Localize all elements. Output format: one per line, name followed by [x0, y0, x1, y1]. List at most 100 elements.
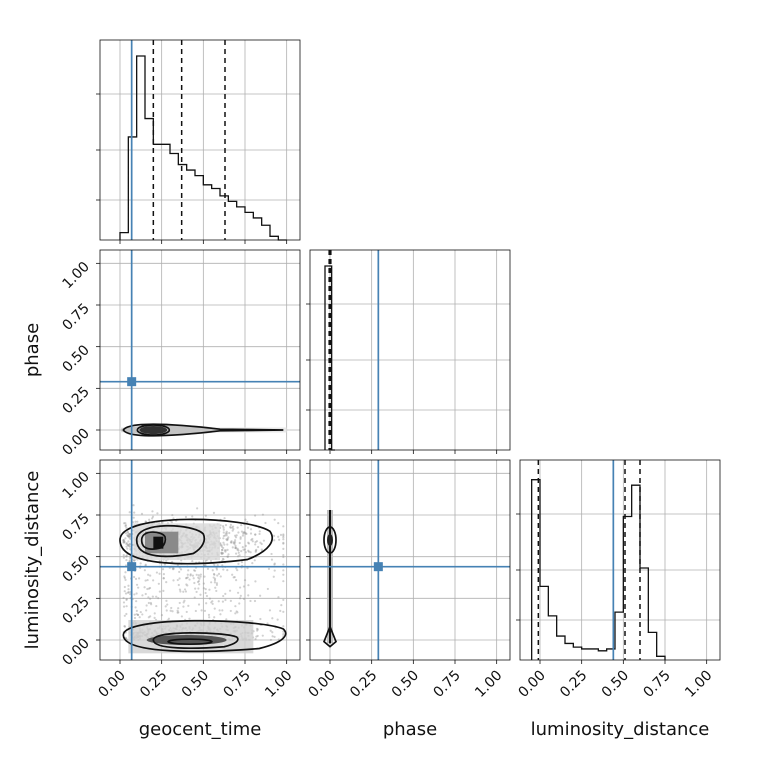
density-lumdist-vs-phase [322, 510, 338, 648]
sample-point [256, 628, 259, 631]
sample-point [282, 554, 285, 557]
sample-point [203, 575, 206, 578]
sample-point [127, 535, 130, 538]
sample-point [160, 614, 164, 617]
sample-point [125, 558, 128, 562]
sample-point [189, 573, 192, 576]
sample-point [272, 575, 275, 578]
panel-background [100, 250, 300, 450]
sample-point [123, 625, 127, 628]
sample-point [141, 594, 144, 597]
sample-point [241, 534, 245, 537]
sample-point [255, 627, 259, 630]
sample-point [161, 568, 165, 571]
sample-point [247, 549, 250, 552]
sample-point [172, 567, 175, 570]
sample-point [282, 569, 285, 572]
sample-point [143, 586, 146, 589]
sample-point [222, 558, 225, 561]
sample-point [234, 546, 237, 550]
sample-point [192, 577, 195, 580]
x-tick-label: 0.25 [137, 668, 170, 701]
sample-point [179, 590, 182, 593]
sample-point [238, 554, 241, 557]
y-axis-title: phase [22, 323, 43, 377]
sample-point [155, 595, 158, 598]
sample-point [153, 616, 156, 619]
sample-point [229, 599, 232, 602]
sample-point [185, 610, 188, 614]
sample-point [266, 622, 269, 625]
sample-point [215, 583, 219, 587]
sample-point [207, 613, 211, 616]
sample-point [233, 576, 236, 579]
sample-point [161, 521, 164, 524]
density-lumdist-vs-geocent-time [119, 504, 287, 654]
y-tick-label: 0.00 [59, 636, 92, 669]
sample-point [231, 529, 234, 532]
sample-point [136, 613, 140, 616]
sample-point [126, 530, 129, 533]
sample-point [233, 541, 237, 544]
sample-point [230, 540, 233, 543]
sample-point [282, 538, 285, 541]
sample-point [237, 562, 240, 565]
sample-point [169, 609, 172, 612]
contour-upper [323, 526, 337, 554]
sample-point [138, 616, 141, 619]
sample-point [185, 576, 188, 580]
sample-point [236, 547, 239, 550]
sample-point [243, 531, 246, 534]
sample-point [164, 605, 167, 608]
sample-point [269, 638, 273, 642]
sample-point [177, 583, 180, 587]
sample-point [128, 542, 131, 545]
sample-point [213, 563, 216, 567]
sample-point [128, 543, 131, 546]
sample-point [151, 595, 154, 598]
sample-point [176, 609, 179, 612]
y-tick-label: 1.00 [59, 469, 92, 502]
sample-point [126, 591, 130, 594]
sample-point [136, 613, 140, 616]
y-tick-label: 0.75 [59, 511, 92, 544]
panel-frame [519, 459, 721, 661]
sample-point [133, 559, 136, 562]
sample-point [245, 532, 248, 535]
sample-point [188, 617, 191, 620]
sample-point [243, 579, 247, 582]
sample-point [224, 550, 227, 553]
sample-point [238, 597, 242, 600]
sample-point [149, 574, 152, 577]
sample-point [128, 533, 131, 536]
sample-point [126, 543, 130, 546]
sample-point [221, 609, 224, 612]
sample-point [194, 587, 197, 590]
sample-point [122, 596, 125, 600]
sample-point [242, 597, 246, 600]
sample-point [124, 524, 128, 527]
sample-point [229, 523, 232, 526]
sample-point [232, 527, 235, 531]
sample-point [253, 599, 257, 603]
sample-point [224, 592, 227, 595]
sample-point [197, 580, 201, 583]
sample-point [205, 602, 208, 605]
sample-point [162, 577, 165, 580]
sample-point [282, 573, 285, 576]
sample-point [230, 541, 233, 544]
sample-point [204, 514, 207, 517]
sample-point [273, 562, 276, 565]
contour-upper-inner [140, 531, 167, 550]
sample-point [132, 504, 135, 507]
sample-point [258, 530, 261, 533]
sample-point [122, 601, 126, 604]
sample-point [124, 532, 128, 535]
sample-point [270, 558, 274, 561]
sample-point [247, 541, 250, 544]
sample-point [147, 596, 150, 599]
sample-point [249, 551, 252, 554]
sample-point [239, 586, 242, 589]
sample-point [229, 526, 232, 529]
sample-point [220, 551, 223, 554]
